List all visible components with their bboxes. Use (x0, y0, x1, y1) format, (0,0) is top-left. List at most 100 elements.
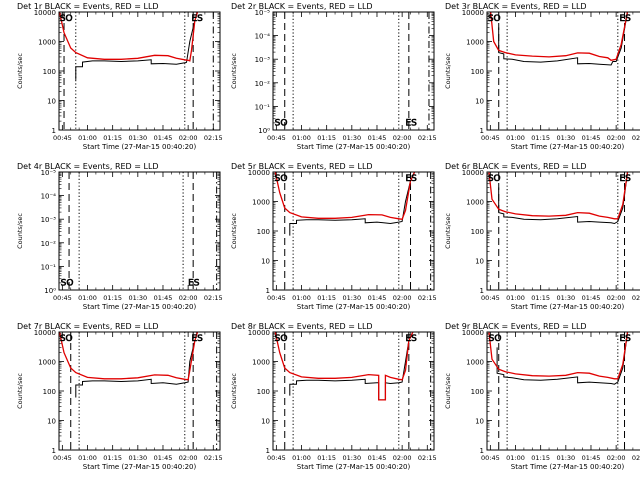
saa-annotation: SO (275, 174, 288, 184)
y-axis-label: Counts/sec (230, 373, 238, 409)
event-rate-line (289, 172, 416, 236)
saa-annotation: ES (405, 174, 417, 184)
x-tick-label: 01:45 (582, 134, 601, 142)
lld-rate-line (488, 172, 629, 220)
x-tick-label: 02:15 (204, 134, 223, 142)
y-tick-label: 10000 (34, 9, 56, 17)
x-tick-label: 01:00 (292, 134, 311, 142)
y-tick-label: 1000 (466, 39, 484, 47)
y-tick-label: 1000 (466, 199, 484, 207)
y-tick-label: 10000 (248, 169, 270, 177)
plot-title: Det 3r BLACK = Events, RED = LLD (445, 2, 587, 11)
y-tick-label: 100 (471, 68, 484, 76)
plot-frame (486, 171, 640, 291)
y-axis-label: Counts/sec (230, 53, 238, 89)
x-tick-label: 00:45 (481, 294, 500, 302)
event-rate-line (496, 332, 629, 385)
x-tick-label: 01:45 (582, 454, 601, 462)
x-tick-label: 01:30 (128, 454, 147, 462)
saa-annotation: ES (405, 334, 417, 344)
x-tick-label: 02:00 (179, 134, 198, 142)
x-tick-label: 00:45 (267, 294, 286, 302)
y-tick-label: 10⁻³ (255, 56, 271, 64)
y-tick-label: 10000 (34, 329, 56, 337)
lld-rate-line (489, 12, 629, 61)
saa-annotation: SO (488, 14, 501, 24)
x-axis-label: Start Time (27-Mar-15 00:40:20) (83, 303, 197, 311)
x-tick-label: 02:15 (632, 294, 640, 302)
saa-annotation: SO (60, 334, 73, 344)
x-axis-label: Start Time (27-Mar-15 00:40:20) (511, 143, 625, 151)
x-tick-label: 01:15 (103, 454, 122, 462)
y-tick-label: 10⁻³ (41, 216, 57, 224)
y-tick-label: 10⁻¹ (41, 263, 57, 271)
y-tick-label: 100 (43, 68, 56, 76)
x-tick-label: 01:45 (154, 134, 173, 142)
plot-frame (486, 11, 640, 131)
x-tick-label: 02:00 (393, 294, 412, 302)
saa-annotation: ES (619, 334, 631, 344)
x-tick-label: 00:45 (481, 454, 500, 462)
plot-frame (272, 11, 435, 131)
x-tick-label: 01:00 (292, 294, 311, 302)
plot-area: SO ES (59, 12, 214, 130)
y-tick-label: 10⁻⁵ (255, 9, 271, 17)
y-tick-label: 1000 (38, 359, 56, 367)
plot-title: Det 8r BLACK = Events, RED = LLD (231, 322, 373, 331)
x-axis-label: Start Time (27-Mar-15 00:40:20) (297, 303, 411, 311)
x-tick-label: 01:45 (368, 454, 387, 462)
x-tick-label: 00:45 (267, 134, 286, 142)
plot-area: SO ES (488, 172, 631, 290)
x-tick-label: 01:30 (342, 454, 361, 462)
lld-rate-line (274, 332, 414, 401)
y-tick-label: 1000 (252, 199, 270, 207)
x-tick-label: 02:00 (393, 134, 412, 142)
y-tick-label: 1 (480, 447, 484, 455)
y-tick-label: 10 (47, 418, 56, 426)
y-tick-label: 10⁰ (44, 287, 56, 295)
plot-frame (58, 11, 221, 131)
plot-panel: Det 1r BLACK = Events, RED = LLD Counts/s… (16, 2, 223, 151)
plot-panel: Det 2r BLACK = Events, RED = LLD Counts/s… (230, 2, 437, 151)
x-axis-label: Start Time (27-Mar-15 00:40:20) (511, 303, 625, 311)
x-tick-label: 00:45 (481, 134, 500, 142)
plot-area: SO ES (59, 332, 218, 450)
y-tick-label: 10000 (462, 169, 484, 177)
x-tick-label: 00:45 (53, 294, 72, 302)
x-tick-label: 01:30 (556, 134, 575, 142)
y-tick-label: 100 (257, 388, 270, 396)
saa-annotation: ES (191, 334, 203, 344)
plot-panel: Det 4r BLACK = Events, RED = LLD Counts/s… (16, 162, 223, 311)
x-tick-label: 02:15 (204, 454, 223, 462)
x-tick-label: 01:00 (506, 294, 525, 302)
plot-frame (58, 331, 221, 451)
y-axis-label: Counts/sec (16, 53, 24, 89)
x-tick-label: 01:00 (506, 454, 525, 462)
saa-annotation: SO (489, 334, 502, 344)
x-tick-label: 01:15 (103, 134, 122, 142)
y-tick-label: 10 (475, 418, 484, 426)
y-tick-label: 1 (52, 127, 56, 135)
event-rate-line (75, 12, 199, 80)
x-tick-label: 01:30 (128, 134, 147, 142)
y-tick-label: 10000 (248, 329, 270, 337)
x-tick-label: 01:45 (582, 294, 601, 302)
x-tick-label: 01:30 (556, 454, 575, 462)
y-tick-label: 10⁻⁴ (41, 193, 57, 201)
plot-frame (272, 331, 435, 451)
plot-area: SO ES (274, 12, 430, 130)
plot-frame (486, 331, 640, 451)
lld-rate-line (59, 12, 199, 62)
plot-frame (58, 171, 221, 291)
x-tick-label: 01:00 (78, 454, 97, 462)
x-tick-label: 02:00 (179, 454, 198, 462)
y-tick-label: 10⁻² (255, 80, 271, 88)
x-tick-label: 01:15 (531, 294, 550, 302)
saa-annotation: ES (188, 279, 200, 289)
plot-area: SO ES (60, 172, 218, 290)
x-tick-label: 02:15 (418, 134, 437, 142)
saa-annotation: ES (405, 119, 417, 129)
event-rate-line (498, 12, 629, 66)
x-tick-label: 01:15 (103, 294, 122, 302)
